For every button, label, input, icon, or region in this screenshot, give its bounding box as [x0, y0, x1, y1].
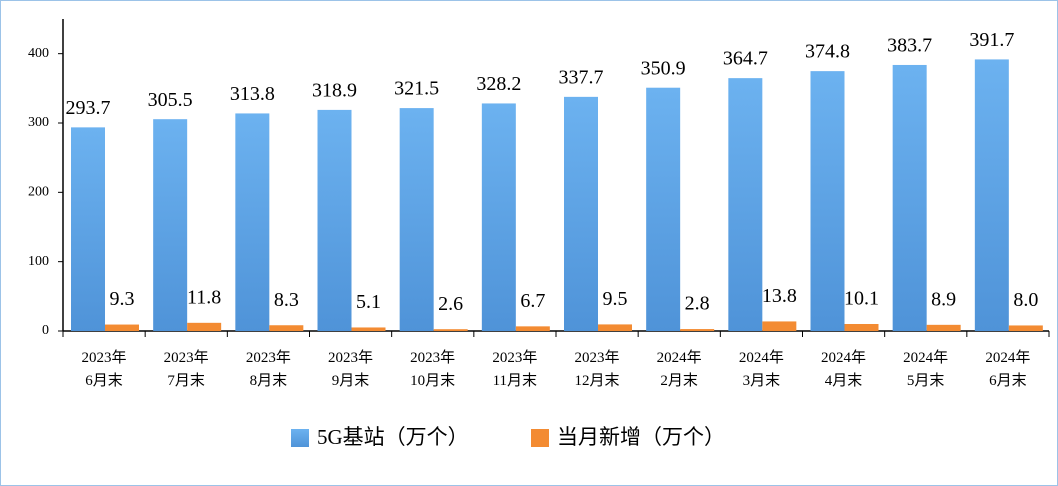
x-tick-label: 2023年 11月末	[492, 350, 538, 389]
bar	[598, 324, 632, 331]
x-tick-label: 2024年 4月末	[820, 350, 866, 389]
value-label: 2.8	[685, 293, 710, 315]
value-label: 6.7	[520, 290, 545, 312]
value-label: 8.3	[274, 289, 299, 311]
bar	[187, 322, 222, 331]
value-label: 374.8	[805, 41, 850, 63]
bar	[728, 78, 763, 332]
bar	[351, 327, 386, 331]
value-label: 391.7	[969, 29, 1014, 51]
bar	[762, 321, 797, 331]
value-label: 11.8	[187, 286, 221, 308]
bar	[71, 127, 105, 331]
bar	[481, 103, 516, 331]
x-tick-label: 2024年 3月末	[738, 350, 784, 389]
bar	[399, 108, 434, 332]
bar	[892, 64, 927, 331]
bar	[433, 329, 468, 331]
bar	[680, 329, 715, 331]
value-label: 364.7	[723, 48, 768, 70]
x-tick-label: 2024年 2月末	[656, 350, 702, 389]
bar	[235, 113, 270, 331]
y-tick-label: 300	[28, 115, 49, 130]
value-label: 328.2	[476, 73, 521, 95]
y-tick-label: 200	[28, 185, 49, 200]
legend-swatch	[531, 429, 549, 447]
value-label: 318.9	[312, 79, 357, 101]
x-tick-label: 2024年 5月末	[903, 350, 949, 389]
bar	[515, 326, 550, 331]
x-tick-label: 2023年 12月末	[574, 350, 620, 389]
value-label: 350.9	[641, 57, 686, 79]
bar	[974, 59, 1009, 332]
value-label: 305.5	[148, 89, 193, 111]
value-label: 8.0	[1013, 289, 1038, 311]
value-label: 10.1	[844, 288, 879, 310]
y-tick-label: 400	[28, 46, 49, 61]
legend-label: 当月新增（万个）	[557, 425, 725, 449]
value-label: 313.8	[230, 83, 275, 105]
bar	[844, 323, 879, 331]
x-tick-label: 2023年 9月末	[327, 350, 373, 389]
value-label: 293.7	[66, 97, 111, 119]
bar	[153, 119, 188, 331]
bar	[317, 109, 352, 331]
legend-swatch	[291, 429, 309, 447]
value-label: 13.8	[762, 285, 797, 307]
bar	[564, 96, 598, 332]
x-tick-label: 2023年 10月末	[410, 350, 456, 389]
value-label: 321.5	[394, 78, 439, 100]
value-label: 9.5	[603, 288, 628, 310]
y-tick-label: 0	[42, 323, 49, 338]
y-tick-label: 100	[28, 254, 49, 269]
x-tick-label: 2024年 6月末	[985, 350, 1031, 389]
x-tick-label: 2023年 6月末	[81, 350, 127, 389]
bar	[646, 87, 681, 331]
value-label: 2.6	[438, 293, 463, 315]
bar	[269, 325, 304, 331]
bar	[926, 324, 961, 331]
x-tick-label: 2023年 7月末	[163, 350, 209, 389]
x-tick-label: 2023年 8月末	[245, 350, 291, 389]
value-label: 9.3	[110, 288, 135, 310]
value-label: 8.9	[931, 288, 956, 310]
value-label: 337.7	[559, 66, 604, 88]
value-label: 5.1	[356, 291, 381, 313]
bar	[810, 71, 845, 331]
value-label: 383.7	[887, 35, 932, 57]
legend-label: 5G基站（万个）	[317, 425, 469, 449]
bar	[105, 324, 139, 331]
bar	[1008, 325, 1043, 331]
